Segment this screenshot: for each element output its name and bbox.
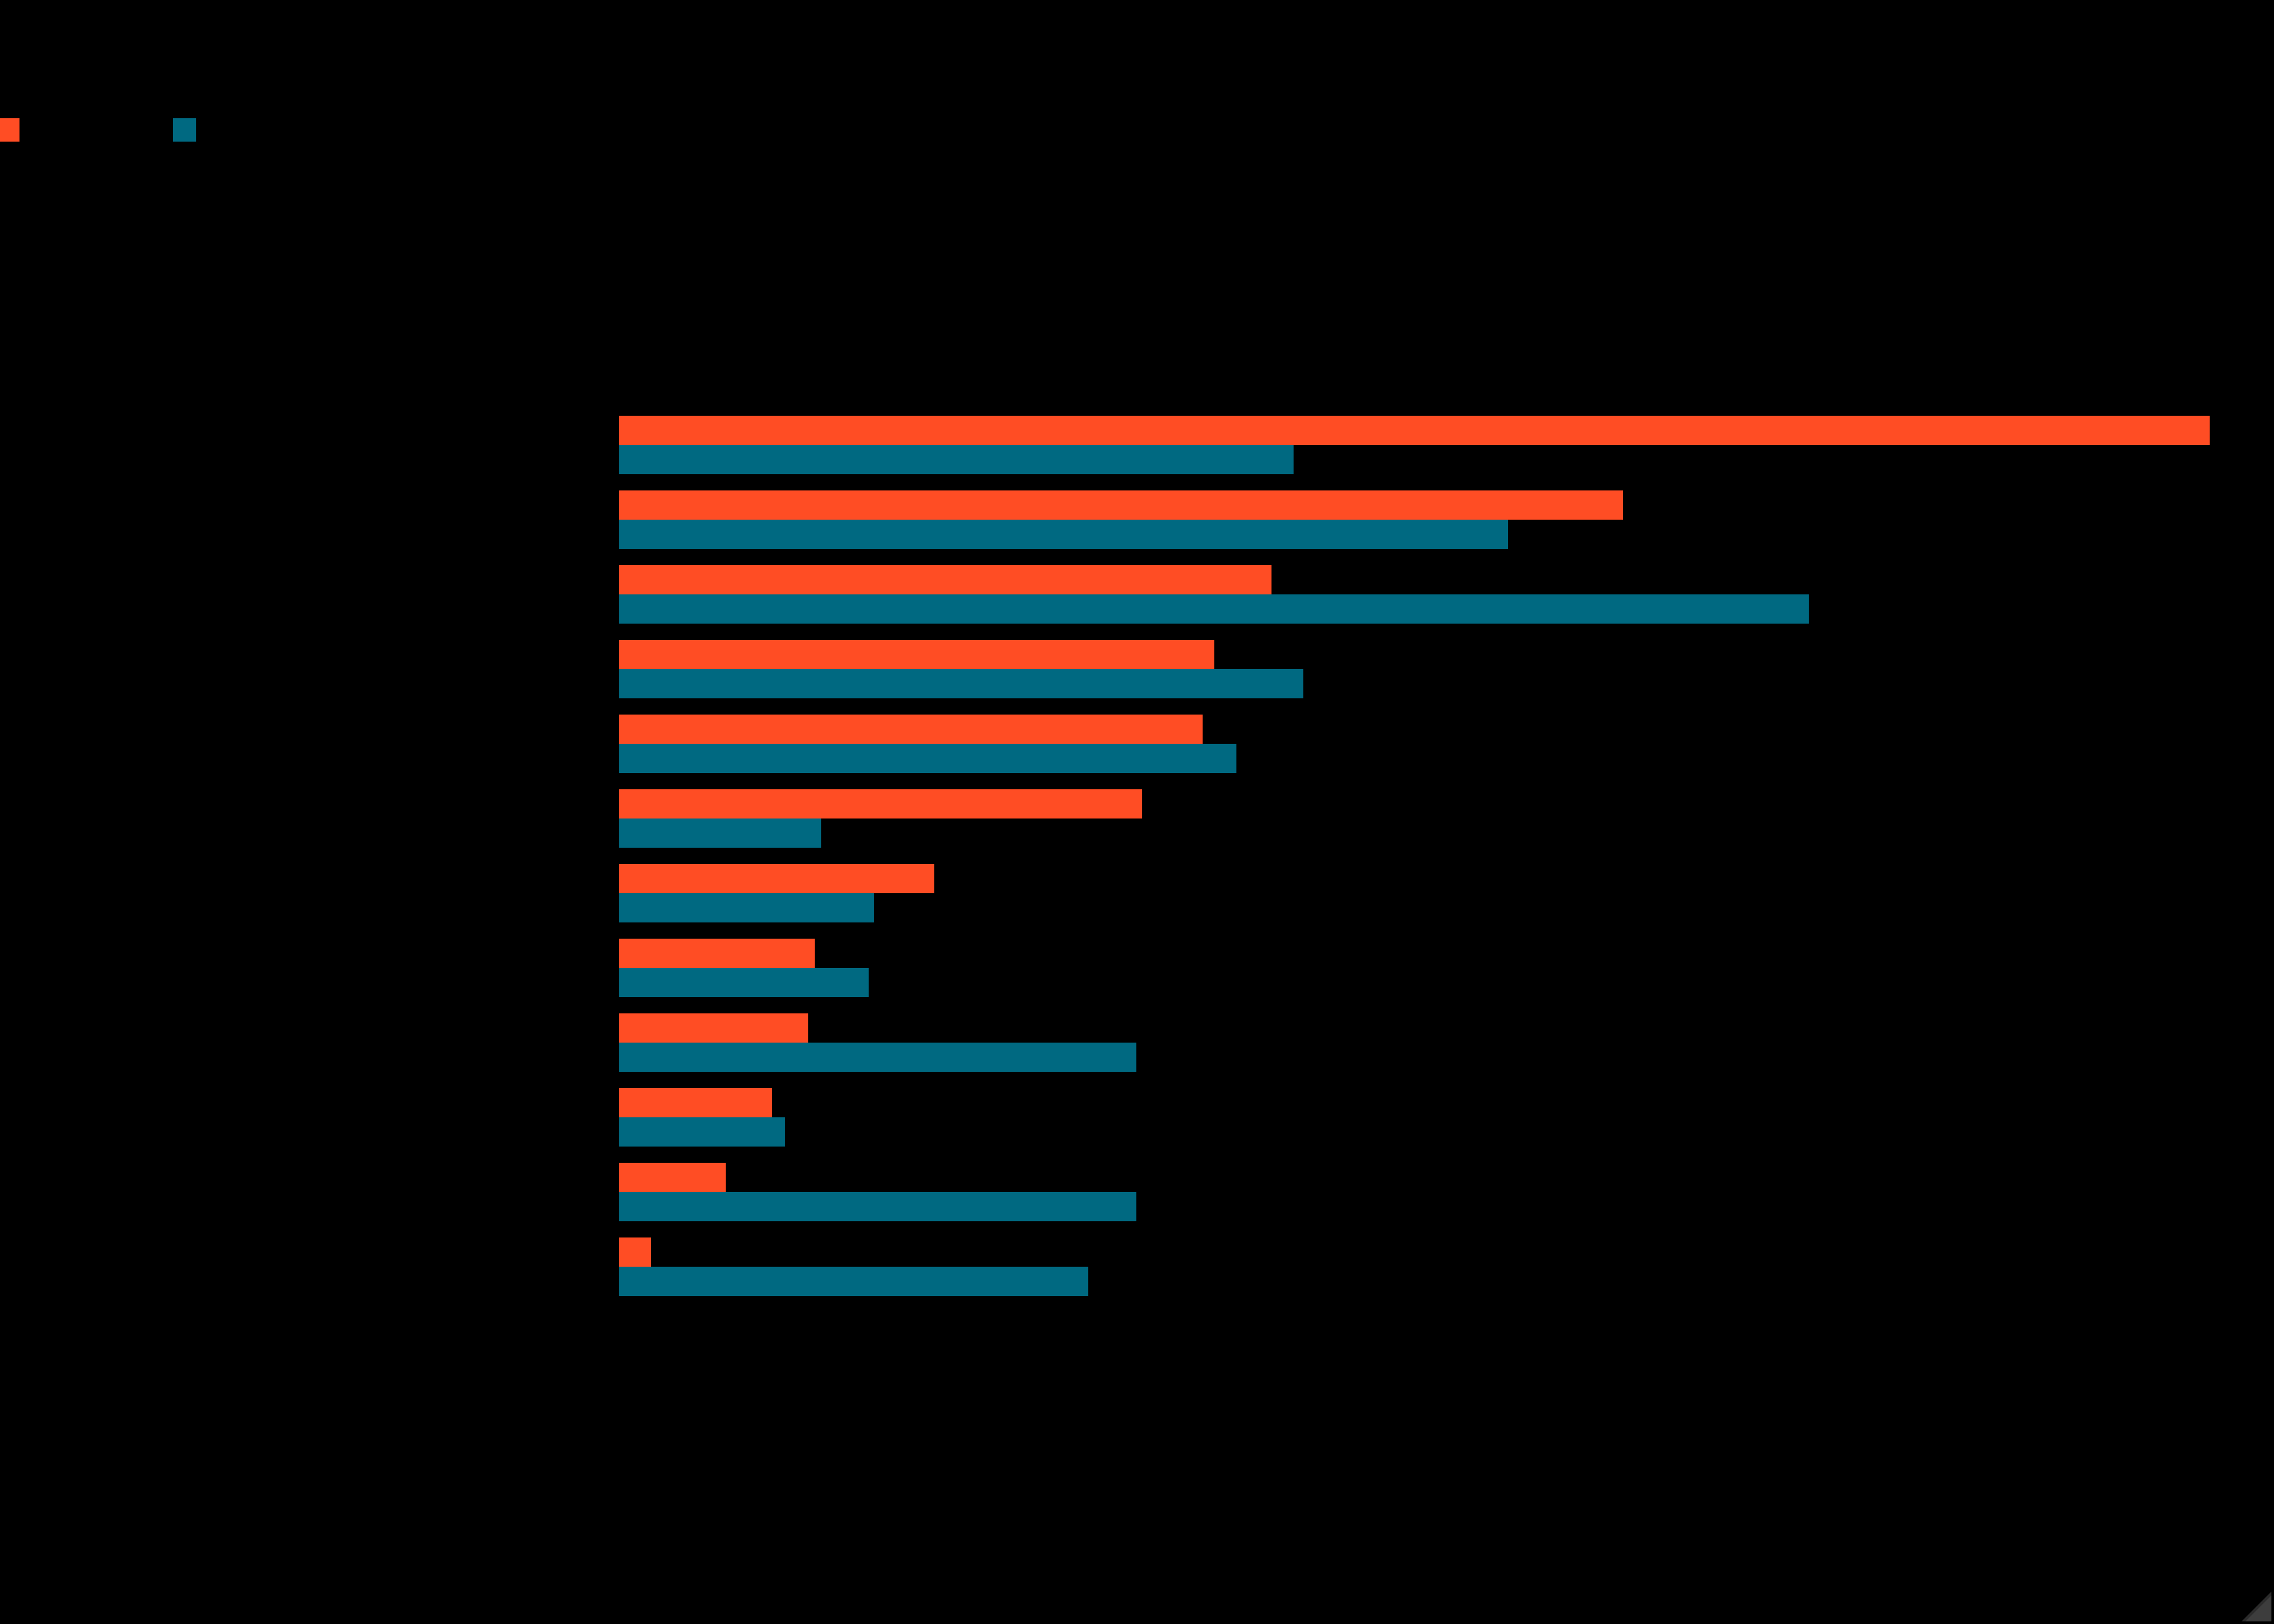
bar-series-a[interactable] <box>619 864 934 893</box>
bar-series-b[interactable] <box>619 968 869 997</box>
bar-series-a[interactable] <box>619 715 1203 744</box>
x-axis-tick-label: 100 <box>2195 1332 2224 1351</box>
bar-series-a[interactable] <box>619 490 1623 520</box>
bar-series-b[interactable] <box>619 818 821 848</box>
x-axis-tick-label: 0 <box>614 1332 624 1351</box>
bar-group <box>619 864 2243 922</box>
bar-series-b[interactable] <box>619 893 874 922</box>
bar-series-b[interactable] <box>619 744 1236 773</box>
bar-group <box>619 939 2243 997</box>
bar-group <box>619 789 2243 848</box>
bar-group <box>619 416 2243 474</box>
y-axis-category-labels <box>0 416 604 1325</box>
bar-group <box>619 1088 2243 1147</box>
x-axis-tick-label: 80 <box>1882 1332 1901 1351</box>
legend-entry-series-a[interactable] <box>0 118 30 142</box>
bar-group <box>619 1163 2243 1221</box>
bar-series-b[interactable] <box>619 445 1294 474</box>
bar-group <box>619 715 2243 773</box>
bar-series-a[interactable] <box>619 416 2210 445</box>
resize-grip-icon[interactable] <box>2242 1592 2271 1621</box>
bar-series-a[interactable] <box>619 1237 651 1267</box>
bar-series-b[interactable] <box>619 1267 1089 1296</box>
bar-series-b[interactable] <box>619 1043 1136 1072</box>
bar-series-a[interactable] <box>619 789 1143 818</box>
plot-area <box>619 416 2243 1325</box>
x-axis-tick-label: 40 <box>1246 1332 1265 1351</box>
bar-series-b[interactable] <box>619 1117 785 1147</box>
bar-series-b[interactable] <box>619 594 1809 624</box>
legend-swatch-series-a <box>0 118 19 142</box>
bar-series-b[interactable] <box>619 669 1303 698</box>
bar-series-b[interactable] <box>619 520 1509 549</box>
legend-swatch-series-b <box>173 118 196 142</box>
bar-series-a[interactable] <box>619 565 1271 594</box>
bar-group <box>619 565 2243 624</box>
bar-series-a[interactable] <box>619 640 1214 669</box>
bar-series-a[interactable] <box>619 1088 772 1117</box>
x-axis-tick-labels: 0 20 40 60 80 100 <box>615 1332 2243 1358</box>
x-axis-tick-label: 20 <box>928 1332 947 1351</box>
legend-entry-series-b[interactable] <box>173 118 207 142</box>
x-axis-tick-label: 60 <box>1564 1332 1583 1351</box>
bar-series-a[interactable] <box>619 1013 809 1043</box>
bar-series-a[interactable] <box>619 939 815 968</box>
bar-series-b[interactable] <box>619 1192 1136 1221</box>
bar-group <box>619 1237 2243 1296</box>
bar-group <box>619 1013 2243 1072</box>
bar-group <box>619 640 2243 698</box>
bar-series-a[interactable] <box>619 1163 726 1192</box>
bar-group <box>619 490 2243 549</box>
